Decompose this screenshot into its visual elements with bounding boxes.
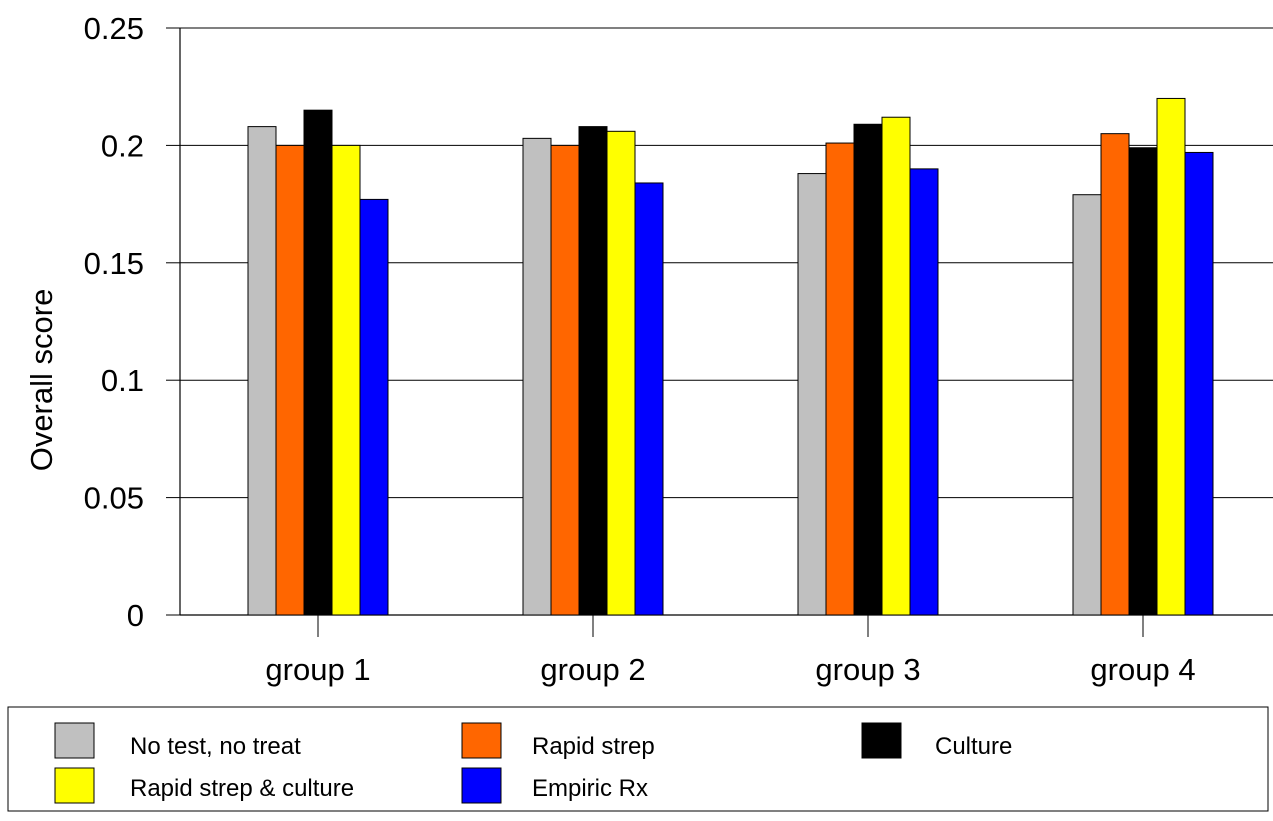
legend-label: No test, no treat bbox=[130, 733, 301, 760]
legend-label: Rapid strep & culture bbox=[130, 775, 354, 802]
bar bbox=[1072, 194, 1102, 616]
legend-swatch bbox=[54, 722, 95, 759]
bar bbox=[275, 144, 305, 616]
bar bbox=[797, 173, 827, 616]
legend-label: Rapid strep bbox=[532, 733, 655, 760]
bar bbox=[331, 144, 361, 616]
y-axis-label: Overall score bbox=[24, 289, 59, 472]
bar bbox=[1128, 147, 1158, 616]
bar bbox=[359, 198, 389, 616]
bar bbox=[1100, 133, 1130, 616]
y-tick-label: 0 bbox=[127, 598, 144, 633]
y-tick-labels: 0 0.05 0.1 0.15 0.2 0.25 bbox=[84, 11, 144, 633]
x-tick-label: group 1 bbox=[265, 652, 370, 687]
bar bbox=[909, 168, 939, 616]
bar bbox=[247, 126, 277, 616]
y-tick-label: 0.05 bbox=[84, 481, 144, 516]
bars bbox=[247, 97, 1214, 616]
legend-swatch bbox=[461, 722, 502, 759]
bar bbox=[853, 123, 883, 616]
bar bbox=[550, 144, 580, 616]
y-tick-label: 0.25 bbox=[84, 11, 144, 46]
bar bbox=[303, 109, 333, 616]
bar bbox=[1156, 97, 1186, 616]
bar bbox=[634, 182, 664, 616]
x-tick-label: group 2 bbox=[540, 652, 645, 687]
bar bbox=[825, 142, 855, 616]
bar bbox=[578, 126, 608, 616]
legend-label: Culture bbox=[935, 733, 1012, 760]
legend-swatch bbox=[54, 767, 95, 804]
x-tick-labels: group 1 group 2 group 3 group 4 bbox=[265, 652, 1195, 687]
legend: No test, no treat Rapid strep Culture Rapid… bbox=[7, 706, 1269, 812]
bar bbox=[881, 116, 911, 616]
y-tick-label: 0.15 bbox=[84, 246, 144, 281]
bar bbox=[522, 137, 552, 616]
y-tick-label: 0.1 bbox=[101, 363, 144, 398]
legend-label: Empiric Rx bbox=[532, 775, 648, 802]
bar bbox=[1184, 151, 1214, 616]
x-tick-label: group 4 bbox=[1090, 652, 1195, 687]
y-tick-label: 0.2 bbox=[101, 128, 144, 163]
legend-box bbox=[7, 706, 1269, 812]
bar bbox=[606, 130, 636, 616]
x-tick-label: group 3 bbox=[815, 652, 920, 687]
legend-swatch bbox=[861, 722, 902, 759]
legend-swatch bbox=[461, 767, 502, 804]
